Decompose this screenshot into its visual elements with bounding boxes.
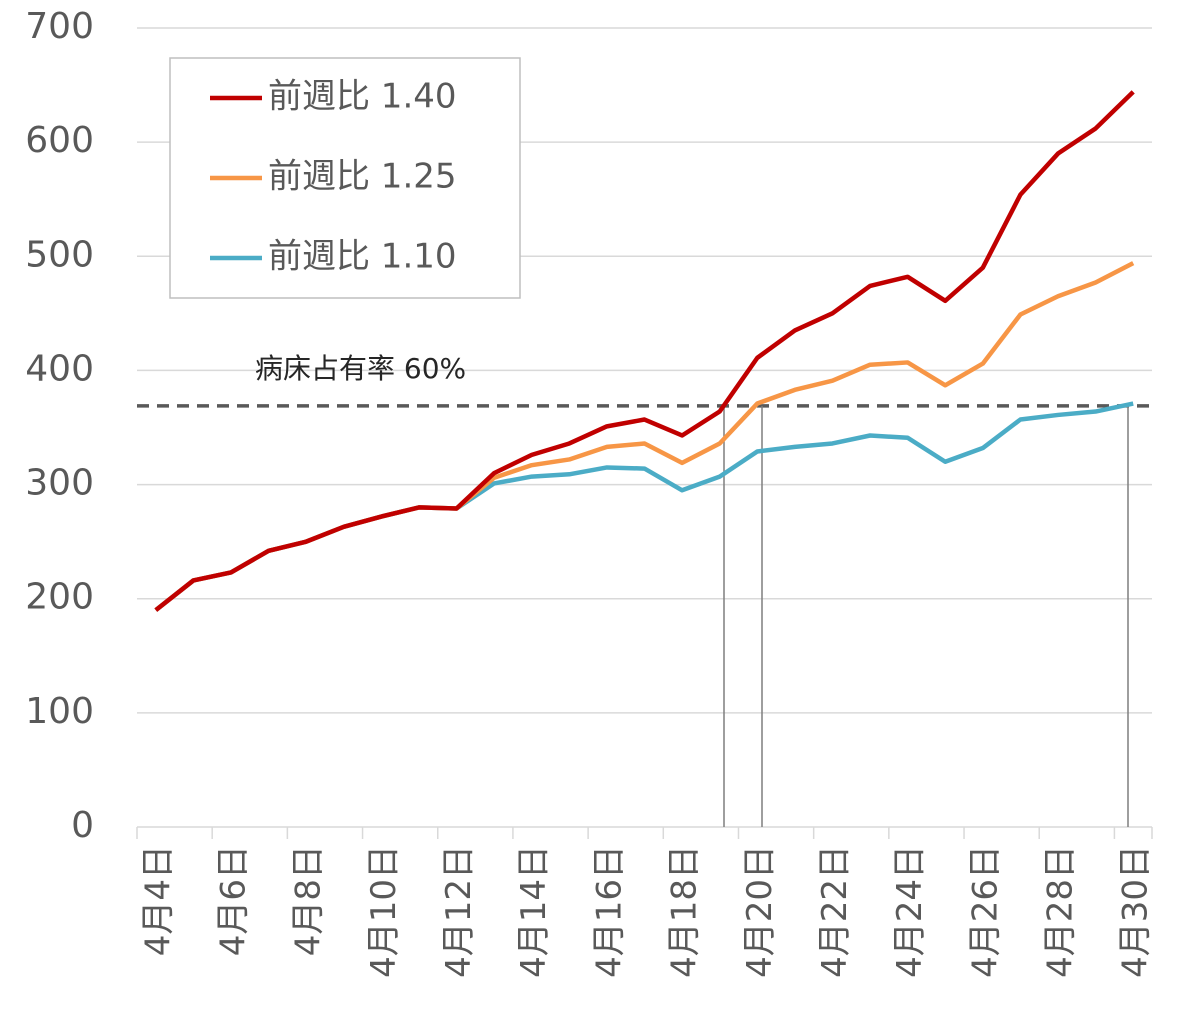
y-tick-label: 100 — [25, 691, 94, 732]
series-line — [154, 261, 1135, 612]
x-tick-label: 4月6日 — [213, 845, 253, 956]
x-tick-label: 4月26日 — [965, 845, 1005, 978]
x-tick-label: 4月24日 — [890, 845, 930, 978]
x-tick-label: 4月22日 — [815, 845, 855, 978]
legend-label: 前週比 1.40 — [268, 77, 457, 117]
legend-label: 前週比 1.10 — [268, 237, 457, 277]
x-tick-label: 4月30日 — [1116, 845, 1156, 978]
y-tick-label: 400 — [25, 348, 94, 389]
x-tick-label: 4月18日 — [665, 845, 705, 978]
x-tick-label: 4月20日 — [740, 845, 780, 978]
series-line — [154, 401, 1134, 612]
legend-label: 前週比 1.25 — [268, 157, 457, 197]
x-tick-label: 4月28日 — [1041, 845, 1081, 978]
x-tick-label: 4月10日 — [364, 845, 404, 978]
y-tick-label: 600 — [25, 120, 94, 161]
series-line — [154, 90, 1135, 612]
x-tick-label: 4月14日 — [514, 845, 554, 978]
y-tick-label: 0 — [71, 805, 94, 846]
threshold-label: 病床占有率 60% — [255, 352, 466, 385]
y-tick-label: 300 — [25, 463, 94, 504]
y-tick-label: 700 — [25, 6, 94, 47]
x-tick-label: 4月12日 — [439, 845, 479, 978]
y-tick-label: 200 — [25, 577, 94, 618]
x-tick-label: 4月8日 — [289, 845, 329, 956]
x-tick-label: 4月4日 — [138, 845, 178, 956]
y-tick-label: 500 — [25, 234, 94, 275]
x-tick-label: 4月16日 — [589, 845, 629, 978]
